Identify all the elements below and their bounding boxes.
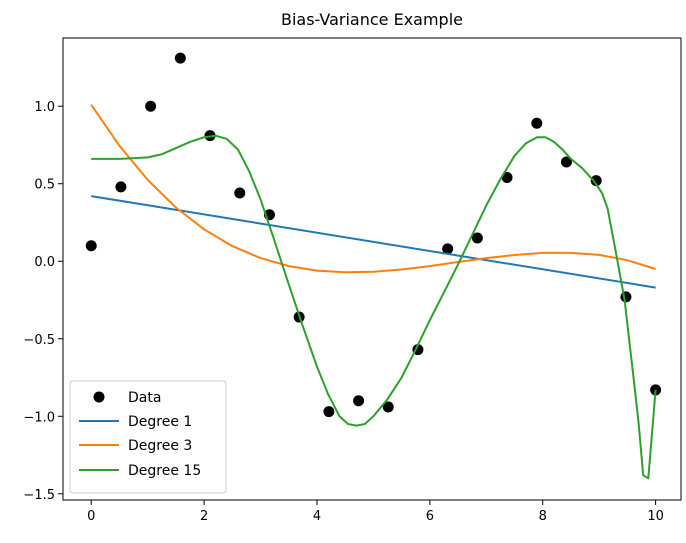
series-line-degree-15 — [91, 134, 657, 480]
data-point — [174, 52, 186, 64]
axes-frame — [62, 37, 682, 501]
data-point — [471, 232, 483, 244]
legend-label-degree-1: Degree 1 — [128, 414, 192, 430]
chart-title: Bias-Variance Example — [281, 10, 463, 29]
x-tick-label: 4 — [313, 509, 321, 524]
legend-label-degree-15: Degree 15 — [128, 463, 201, 479]
data-point — [323, 406, 335, 418]
legend-box — [69, 380, 227, 494]
legend-label-data: Data — [128, 390, 161, 406]
data-point — [620, 291, 632, 303]
legend-marker-data — [93, 391, 105, 403]
y-tick-label: −1.0 — [23, 410, 55, 425]
data-point — [85, 240, 97, 252]
data-point — [560, 156, 572, 168]
y-tick-label: 0.0 — [34, 255, 55, 270]
y-tick-label: −1.5 — [23, 488, 55, 503]
data-point — [501, 172, 513, 184]
plot-area — [85, 52, 662, 480]
x-tick-label: 2 — [200, 509, 208, 524]
x-tick-label: 6 — [426, 509, 434, 524]
data-point — [145, 100, 157, 112]
y-tick-label: −0.5 — [23, 333, 55, 348]
x-tick-label: 8 — [539, 509, 547, 524]
data-point — [115, 181, 127, 193]
y-tick-label: 1.0 — [34, 100, 55, 115]
data-point — [353, 395, 365, 407]
y-tick-label: 0.5 — [34, 178, 55, 193]
data-point — [442, 243, 454, 255]
y-axis: 1.0 0.5 0.0 −0.5 −1.0 −1.5 — [23, 100, 63, 503]
data-point — [234, 187, 246, 199]
legend-label-degree-3: Degree 3 — [128, 438, 192, 454]
data-point — [382, 401, 394, 413]
x-axis: 0 2 4 6 8 10 — [87, 500, 664, 524]
x-tick-label: 0 — [87, 509, 95, 524]
x-tick-label: 10 — [647, 509, 664, 524]
data-point — [531, 117, 543, 129]
series-line-degree-1 — [91, 195, 656, 289]
series-line-degree-3 — [90, 104, 656, 274]
data-point — [590, 175, 602, 187]
legend: Data Degree 1 Degree 3 Degree 15 — [69, 380, 227, 494]
